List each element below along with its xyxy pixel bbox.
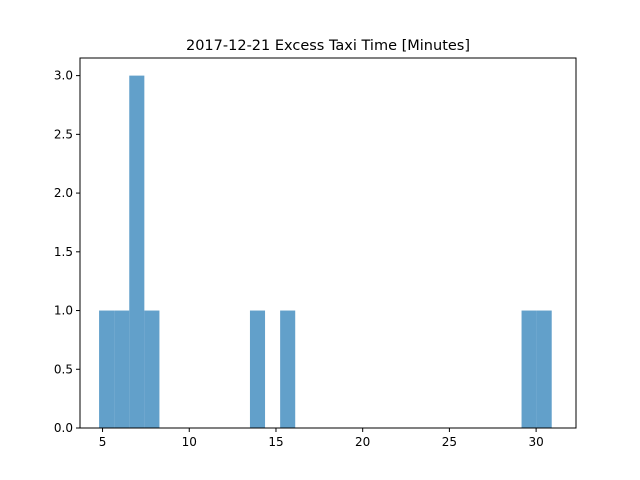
x-tick-label: 10 — [182, 435, 197, 449]
plot-frame — [79, 57, 577, 429]
bars-layer — [99, 75, 552, 428]
x-tick-label: 20 — [355, 435, 370, 449]
y-tick-label: 3.0 — [54, 69, 73, 83]
histogram-bar — [99, 310, 115, 428]
y-tick-label: 1.0 — [54, 304, 73, 318]
x-tick-label: 25 — [442, 435, 457, 449]
ticks-layer: 5 10 15 20 25 30 0.0 0.5 1.0 1.5 2.0 2.5 3.0 — [54, 69, 544, 449]
chart-title: 2017-12-21 Excess Taxi Time [Minutes] — [186, 38, 470, 54]
y-tick-label: 1.5 — [54, 245, 73, 259]
histogram-bar — [280, 310, 296, 428]
x-tick-label: 15 — [268, 435, 283, 449]
y-tick-label: 0.0 — [54, 421, 73, 435]
x-tick-label: 5 — [99, 435, 107, 449]
y-tick-label: 2.5 — [54, 127, 73, 141]
y-tick-label: 0.5 — [54, 362, 73, 376]
histogram-bar — [114, 310, 130, 428]
x-tick-label: 30 — [528, 435, 543, 449]
y-tick-label: 2.0 — [54, 186, 73, 200]
histogram-bar — [144, 310, 160, 428]
histogram-bar — [536, 310, 552, 428]
histogram-bar — [129, 75, 145, 428]
histogram-bar — [521, 310, 537, 428]
histogram-bar — [249, 310, 266, 428]
